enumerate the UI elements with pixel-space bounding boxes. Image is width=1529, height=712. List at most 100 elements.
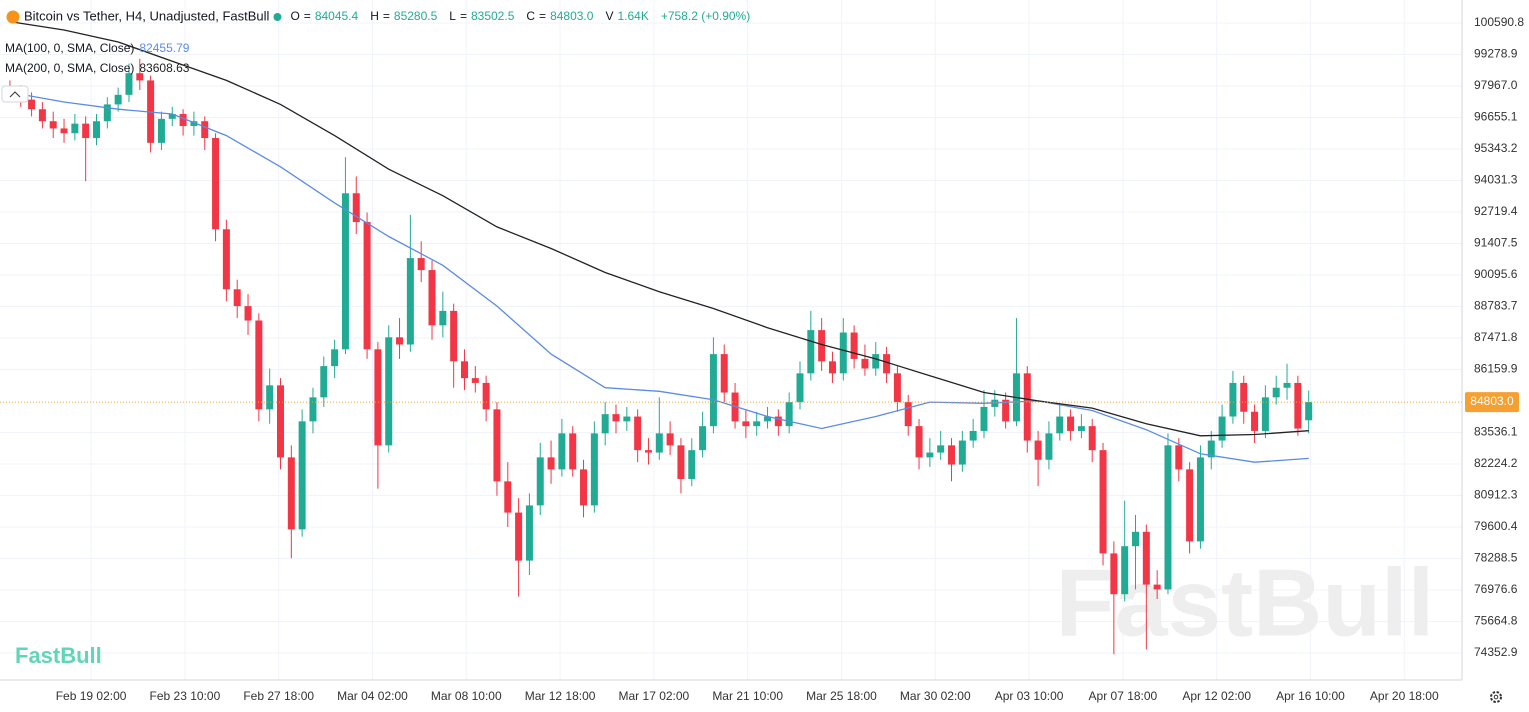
- candle-body: [450, 310, 458, 362]
- ohlc-eq: =: [304, 9, 311, 23]
- candle-body: [266, 385, 274, 410]
- y-tick-label: 78288.5: [1474, 551, 1518, 565]
- candle-body: [255, 320, 263, 410]
- candle-body: [1218, 416, 1226, 441]
- candle-body: [385, 337, 393, 446]
- ohlc-label: L: [449, 9, 456, 23]
- candle-body: [536, 457, 544, 506]
- ohlc-label: H: [370, 9, 379, 23]
- candle-body: [49, 121, 57, 129]
- legend-label: MA(200, 0, SMA, Close): [5, 61, 134, 75]
- settings-icon-center: [1493, 694, 1499, 700]
- candle-body: [428, 270, 436, 326]
- candle-body: [958, 440, 966, 465]
- x-tick-label: Feb 27 18:00: [243, 689, 314, 703]
- y-tick-label: 83536.1: [1474, 425, 1518, 439]
- candle-body: [1034, 440, 1042, 460]
- ohlc-label: C: [526, 9, 535, 23]
- y-tick-label: 74352.9: [1474, 645, 1518, 659]
- candle-body: [1023, 373, 1031, 441]
- candle-body: [28, 99, 36, 110]
- ohlc-label: O: [290, 9, 299, 23]
- candle-body: [601, 414, 609, 434]
- x-tick-label: Feb 19 02:00: [56, 689, 127, 703]
- x-tick-label: Mar 08 10:00: [431, 689, 502, 703]
- candle-body: [893, 373, 901, 403]
- candle-body: [569, 433, 577, 470]
- x-tick-label: Mar 21 10:00: [712, 689, 783, 703]
- candle-body: [136, 73, 144, 81]
- y-tick-label: 87471.8: [1474, 330, 1518, 344]
- candle-body: [818, 330, 826, 362]
- y-tick-label: 96655.1: [1474, 110, 1518, 124]
- candle-body: [233, 289, 241, 307]
- chart-title: Bitcoin vs Tether, H4, Unadjusted, FastB…: [24, 8, 270, 23]
- x-tick-label: Mar 25 18:00: [806, 689, 877, 703]
- candle-body: [937, 445, 945, 453]
- candle-body: [1175, 445, 1183, 470]
- logo: FastBull: [15, 643, 102, 668]
- candle-body: [1229, 382, 1237, 417]
- candle-body: [417, 258, 425, 271]
- x-tick-label: Mar 17 02:00: [619, 689, 690, 703]
- ohlc-value: 84045.4: [315, 9, 359, 23]
- candle-body: [352, 193, 360, 223]
- candle-body: [201, 121, 209, 139]
- x-tick-label: Mar 04 02:00: [337, 689, 408, 703]
- candle-body: [190, 121, 198, 127]
- status-dot: [273, 13, 282, 21]
- y-tick-label: 80912.3: [1474, 488, 1518, 502]
- y-tick-label: 95343.2: [1474, 141, 1518, 155]
- candle-body: [212, 138, 220, 230]
- candle-body: [38, 109, 46, 122]
- candle-body: [1067, 416, 1075, 431]
- y-tick-label: 79600.4: [1474, 519, 1518, 533]
- settings-button[interactable]: [1490, 691, 1502, 703]
- candle-body: [1251, 411, 1259, 431]
- ohlc-value: 85280.5: [394, 9, 438, 23]
- candle-body: [699, 426, 707, 451]
- candle-body: [460, 361, 468, 379]
- candle-body: [774, 416, 782, 427]
- candle-body: [1121, 546, 1129, 595]
- candle-body: [590, 433, 598, 506]
- candle-body: [525, 505, 533, 561]
- candle-body: [60, 128, 68, 134]
- ohlc-eq: =: [383, 9, 390, 23]
- candle-body: [969, 430, 977, 441]
- collapse-button[interactable]: [1, 85, 29, 103]
- candle-body: [482, 382, 490, 410]
- x-tick-label: Mar 12 18:00: [525, 689, 596, 703]
- candle-body: [1099, 450, 1107, 554]
- ohlc-value: 1.64K: [617, 9, 648, 23]
- candle-body: [331, 349, 339, 367]
- y-tick-label: 82224.2: [1474, 456, 1518, 470]
- candle-body: [1283, 382, 1291, 388]
- y-tick-label: 90095.6: [1474, 267, 1518, 281]
- candle-body: [828, 361, 836, 374]
- candle-body: [1186, 469, 1194, 542]
- y-tick-label: 76976.6: [1474, 582, 1518, 596]
- ohlc-value: 83502.5: [471, 9, 515, 23]
- candle-body: [980, 406, 988, 431]
- candle-body: [753, 421, 761, 427]
- x-tick-label: Apr 03 10:00: [995, 689, 1064, 703]
- candle-body: [287, 457, 295, 530]
- candle-body: [515, 512, 523, 561]
- y-tick-label: 99278.9: [1474, 47, 1518, 61]
- candle-body: [850, 332, 858, 359]
- candle-body: [904, 402, 912, 427]
- candle-body: [883, 354, 891, 374]
- watermark: FastBull: [1056, 549, 1435, 656]
- candle-body: [709, 354, 717, 427]
- candle-body: [644, 450, 652, 453]
- y-tick-label: 94031.3: [1474, 173, 1518, 187]
- candle-body: [807, 330, 815, 374]
- candle-body: [1142, 531, 1150, 585]
- candle-body: [688, 450, 696, 479]
- candle-body: [439, 310, 447, 326]
- candle-body: [1088, 426, 1096, 451]
- candle-body: [623, 416, 631, 422]
- candle-body: [1002, 399, 1010, 422]
